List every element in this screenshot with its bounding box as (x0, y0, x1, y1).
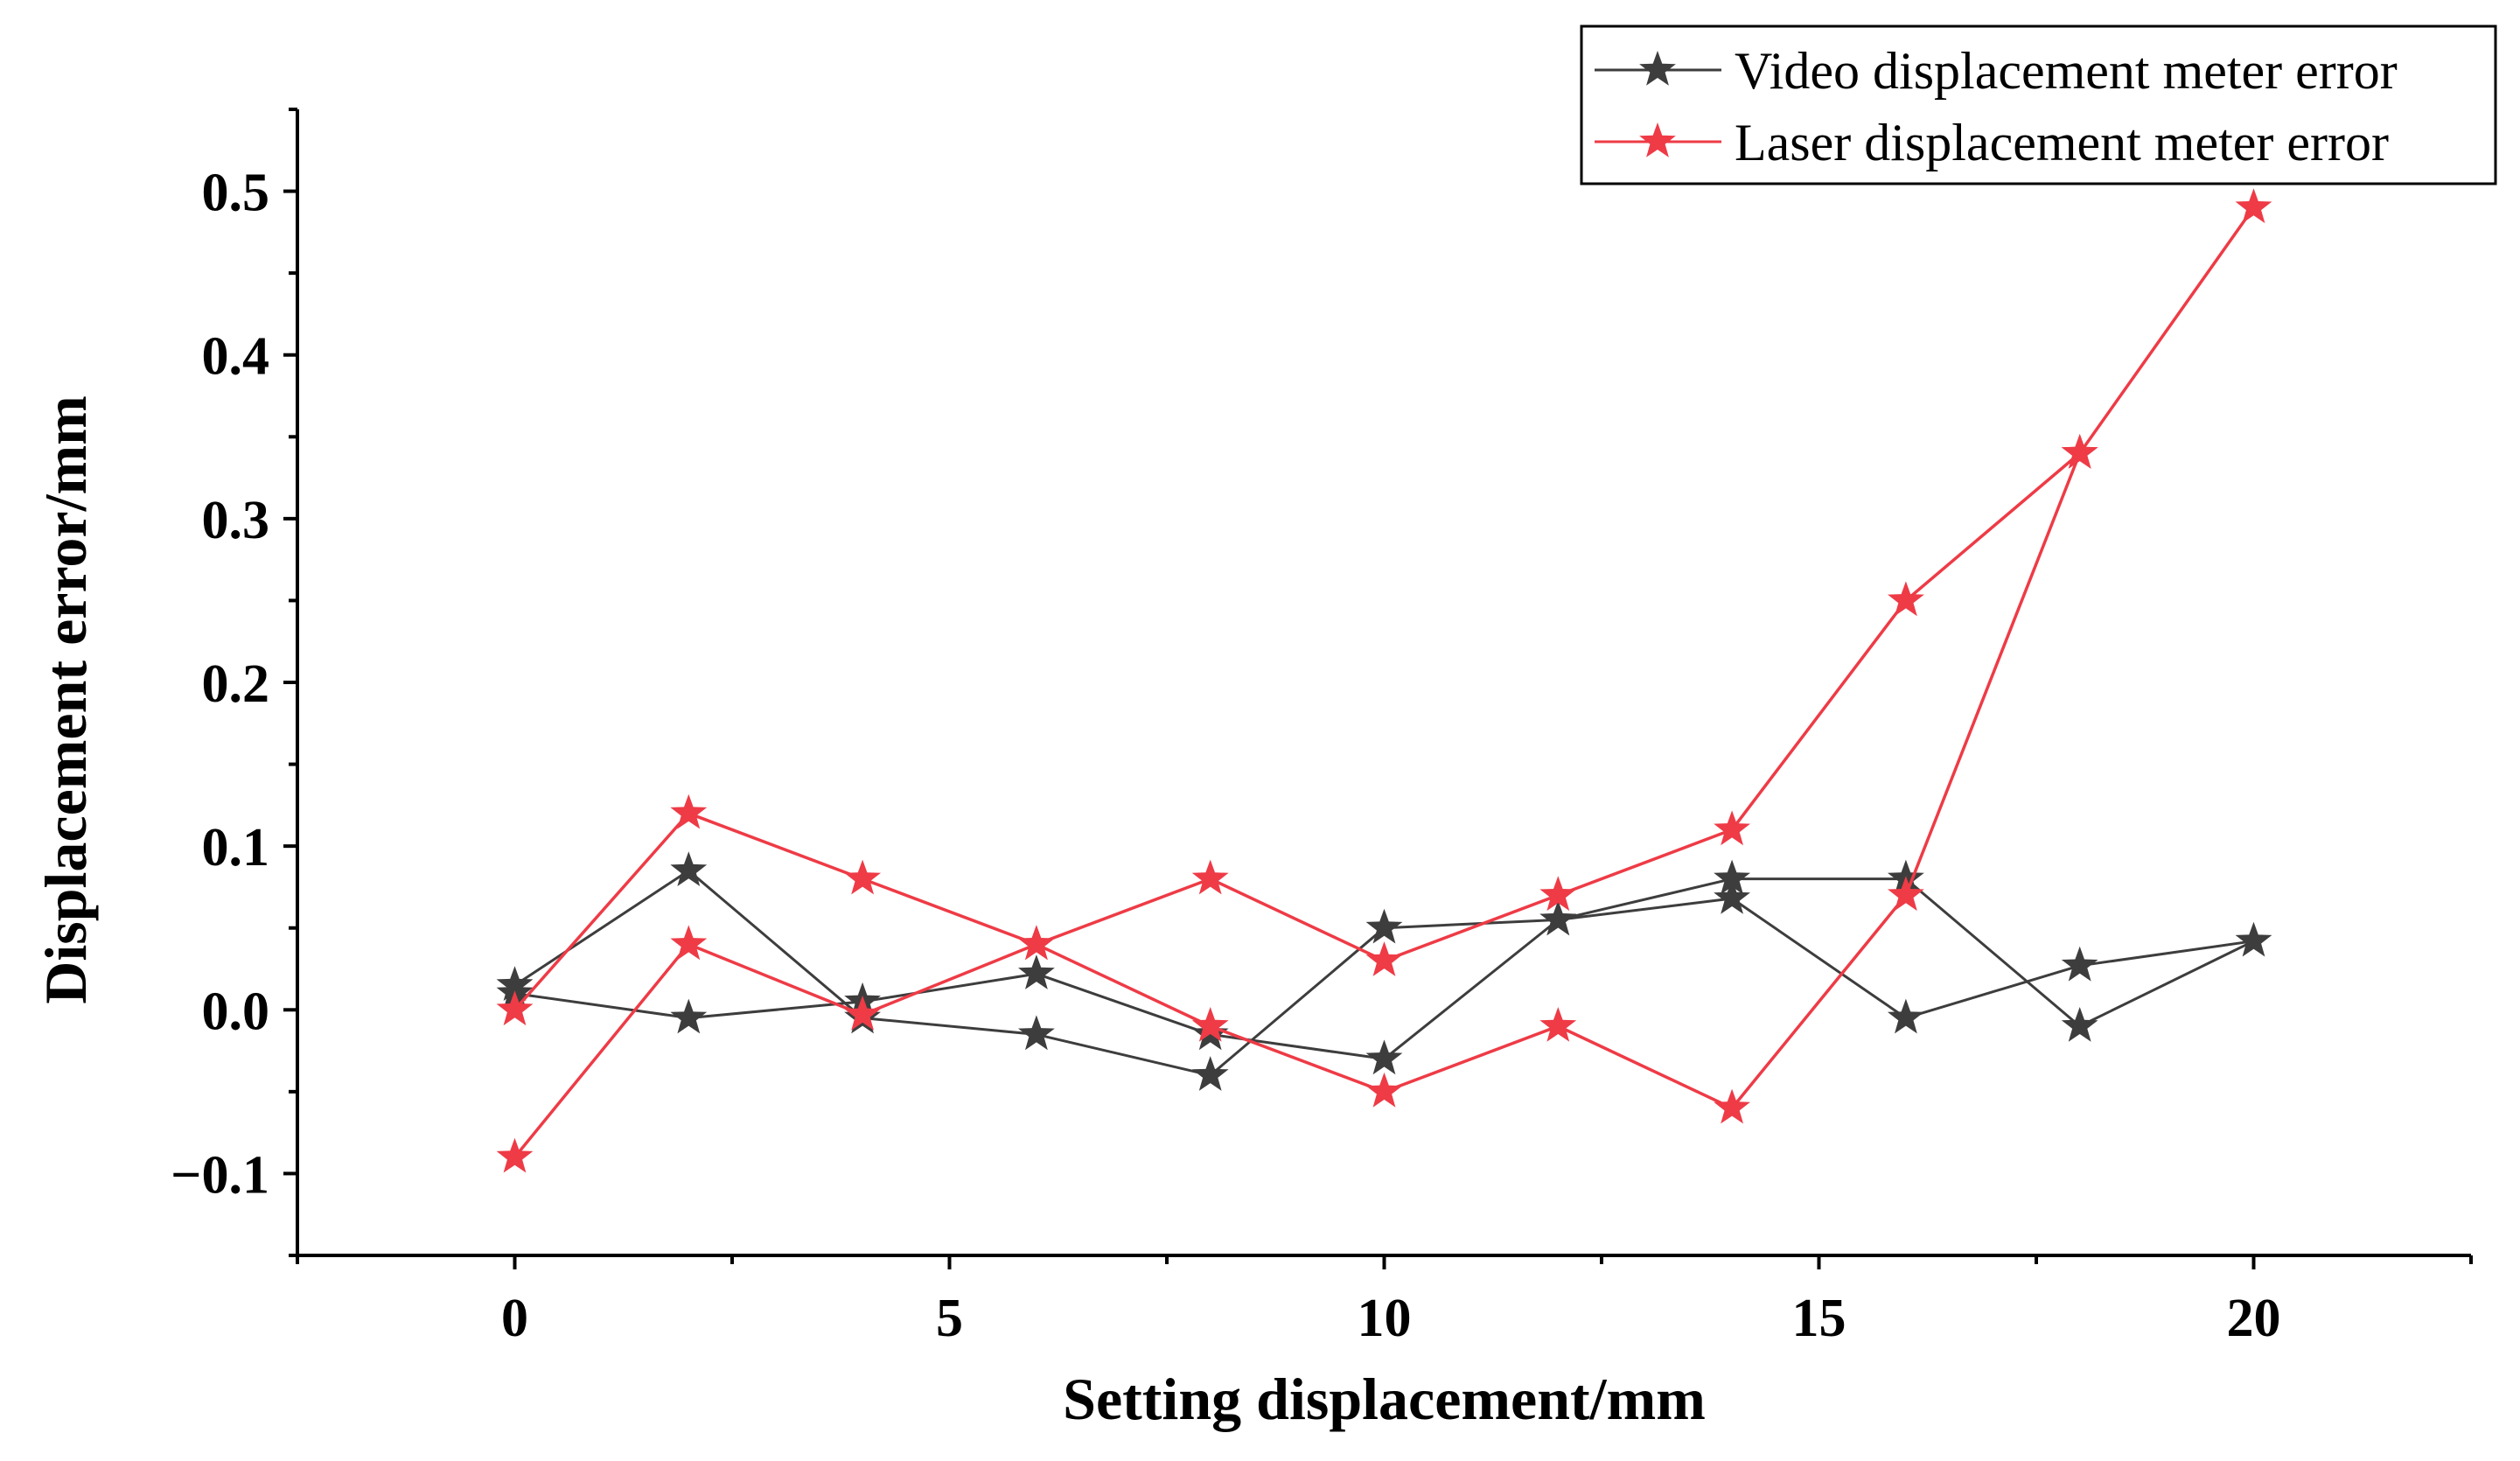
legend: Video displacement meter error Laser disp… (1580, 24, 2497, 185)
data-point-star (1888, 581, 1924, 617)
data-point-star (1365, 1039, 1403, 1075)
data-point-star (1191, 1056, 1229, 1091)
x-axis-label: Setting displacement/mm (1063, 1366, 1706, 1432)
data-point-star (1018, 925, 1055, 961)
legend-label: Video displacement meter error (1735, 42, 2398, 100)
y-tick-label: −0.1 (171, 1145, 269, 1205)
data-point-star (1714, 859, 1750, 895)
legend-star-marker (1639, 51, 1676, 86)
y-axis-label: Displacement error/mm (32, 395, 99, 1004)
data-point-star (1191, 859, 1229, 895)
y-tick-label: 0.2 (202, 654, 270, 714)
x-tick-label: 20 (2227, 1289, 2281, 1348)
data-point-star (1714, 810, 1750, 846)
data-point-star (1539, 876, 1577, 912)
data-point-star (670, 998, 708, 1034)
y-axis-ticks: −0.1 0.0 0.1 0.2 0.3 0.4 0.5 (171, 108, 297, 1257)
data-point-star (670, 925, 708, 961)
series-2 (496, 188, 2272, 1173)
data-point-star (1365, 941, 1403, 976)
data-point-star (2061, 1007, 2098, 1042)
data-point-star (2235, 921, 2272, 957)
data-point-star (1018, 1015, 1055, 1051)
legend-star-marker (1639, 122, 1676, 157)
data-point-star (2061, 434, 2098, 469)
y-tick-label: 0.3 (202, 491, 270, 550)
legend-box (1580, 24, 2497, 185)
series-layer (496, 188, 2272, 1173)
data-point-star (1714, 1088, 1750, 1124)
x-tick-label: 5 (936, 1289, 963, 1348)
data-point-star (670, 851, 708, 886)
data-point-star (496, 990, 534, 1026)
data-point-star (844, 859, 881, 895)
data-point-star (1018, 954, 1055, 989)
data-point-star (1714, 879, 1750, 914)
data-point-star (2061, 946, 2098, 982)
series-line (513, 206, 2256, 1158)
data-point-star (1539, 1007, 1577, 1042)
legend-label: Laser displacement meter error (1735, 114, 2389, 171)
y-tick-label: 0.0 (202, 982, 270, 1041)
x-axis-ticks: 0 5 10 15 20 (296, 1255, 2473, 1348)
data-point-star (1365, 908, 1403, 944)
data-point-star (670, 793, 708, 829)
data-point-star (1365, 1072, 1403, 1108)
x-tick-label: 0 (501, 1289, 528, 1348)
y-tick-label: 0.5 (202, 164, 270, 223)
data-point-star (1191, 1007, 1229, 1042)
legend-item: Video displacement meter error (1595, 42, 2398, 100)
x-tick-label: 15 (1792, 1289, 1846, 1348)
data-point-star (1888, 876, 1924, 912)
data-point-star (1539, 900, 1577, 936)
data-point-star (2235, 188, 2272, 224)
data-point-star (844, 995, 881, 1031)
x-tick-label: 10 (1358, 1289, 1412, 1348)
data-point-star (1888, 998, 1924, 1034)
series-1 (496, 851, 2272, 1091)
legend-item: Laser displacement meter error (1595, 114, 2389, 171)
y-tick-label: 0.1 (202, 818, 270, 877)
y-tick-label: 0.4 (202, 327, 270, 387)
data-point-star (496, 1137, 534, 1173)
